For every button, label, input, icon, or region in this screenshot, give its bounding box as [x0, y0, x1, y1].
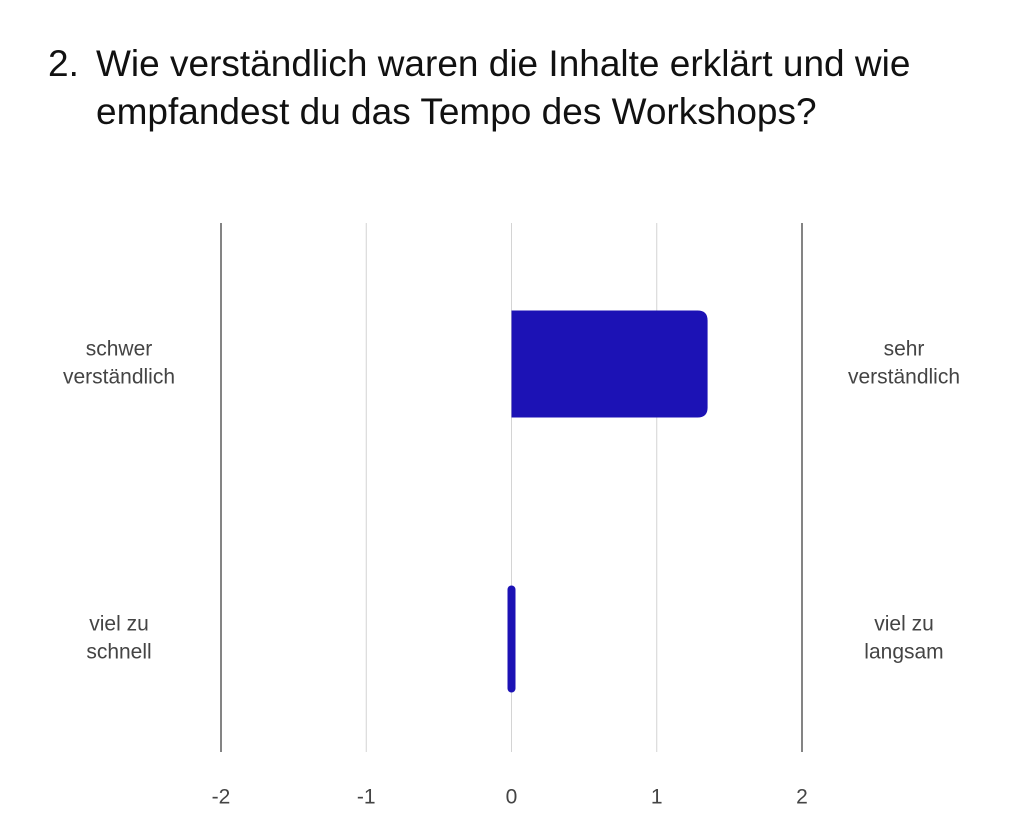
x-tick-label: 0 — [506, 786, 518, 809]
bar — [507, 585, 516, 693]
question-text: Wie verständlich waren die Inhalte erklä… — [96, 43, 911, 132]
row-right-label: viel zu — [874, 613, 934, 636]
row-right-label: verständlich — [848, 366, 960, 389]
x-tick-label: 1 — [651, 786, 663, 809]
x-tick-label: -2 — [212, 786, 231, 809]
question-number: 2. — [48, 43, 79, 84]
row-left-label: schwer — [86, 338, 153, 361]
question-title: 2. Wie verständlich waren die Inhalte er… — [48, 40, 988, 136]
row-left-label: schnell — [86, 641, 151, 664]
row-left-label: viel zu — [89, 613, 149, 636]
x-tick-label: -1 — [357, 786, 376, 809]
row-right-label: langsam — [864, 641, 943, 664]
row-right-label: sehr — [884, 338, 925, 361]
row-left-label: verständlich — [63, 366, 175, 389]
x-tick-label: 2 — [796, 786, 808, 809]
bar — [511, 310, 708, 418]
